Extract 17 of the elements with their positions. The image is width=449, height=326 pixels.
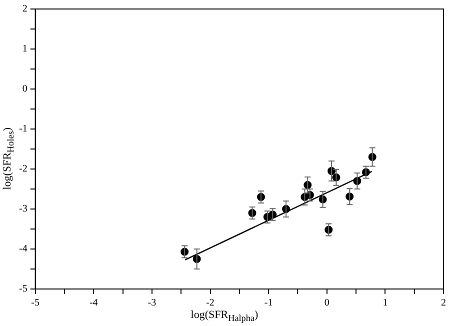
y-tick-label: -4: [18, 244, 28, 255]
x-tick-label: 0: [324, 298, 330, 309]
y-tick-label: 2: [22, 4, 28, 15]
y-tick-label: 1: [22, 44, 28, 55]
x-tick-label: -4: [89, 298, 98, 309]
y-tick-label: -2: [18, 164, 28, 175]
x-tick-label: 1: [382, 298, 388, 309]
x-tick-label: -3: [148, 298, 156, 309]
x-tick-label: -2: [206, 298, 214, 309]
y-tick-label: -3: [18, 204, 28, 215]
x-tick-label: -1: [264, 298, 273, 309]
y-tick-label: -5: [18, 284, 28, 295]
y-tick-label: 0: [22, 84, 28, 95]
x-axis-title: log(SFR$_{Halpha}$): [190, 308, 260, 325]
x-tick-label: -5: [31, 298, 40, 309]
y-tick-label: -1: [18, 124, 28, 135]
x-tick-label: 2: [441, 298, 446, 309]
